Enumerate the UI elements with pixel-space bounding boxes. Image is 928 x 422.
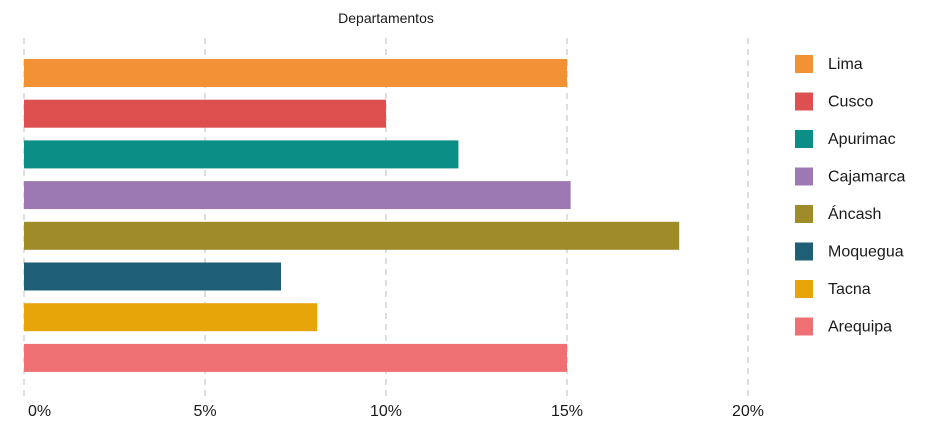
bars: [24, 59, 680, 372]
bar-cajamarca: [24, 181, 571, 210]
x-tick-label: 10%: [370, 403, 402, 420]
bar-tacna: [24, 303, 318, 332]
legend-label: Lima: [828, 56, 863, 73]
legend-swatch: [795, 242, 813, 261]
bar-arequipa: [24, 343, 567, 372]
legend-label: Moquegua: [828, 244, 904, 261]
legend-label: Cusco: [828, 94, 873, 111]
legend-label: Cajamarca: [828, 169, 905, 186]
legend-swatch: [795, 55, 813, 73]
bar-moquegua: [24, 262, 282, 291]
legend-swatch: [795, 167, 813, 186]
x-tick-label: 0%: [28, 403, 51, 420]
x-tick-label: 20%: [732, 403, 764, 420]
legend-swatch: [795, 205, 813, 223]
legend-label: Áncash: [828, 204, 881, 223]
legend-swatch: [795, 280, 813, 298]
legend-swatch: [795, 130, 813, 148]
x-tick-label: 15%: [551, 403, 583, 420]
chart-title: Departamentos: [338, 10, 434, 26]
legend: Lima Cusco Apurimac Cajamarca Áncash Moquegua…: [795, 55, 905, 336]
bar-áncash: [24, 221, 680, 250]
legend-label: Apurimac: [828, 131, 896, 148]
bar-lima: [24, 59, 567, 87]
legend-swatch: [795, 317, 813, 336]
x-axis-ticks: 0% 5% 10% 15% 20%: [28, 403, 764, 420]
grid-lines: [23, 38, 749, 398]
legend-swatch: [795, 92, 813, 111]
bar-apurimac: [24, 140, 459, 169]
legend-label: Arequipa: [828, 319, 892, 336]
legend-label: Tacna: [828, 281, 871, 298]
x-tick-label: 5%: [193, 403, 216, 420]
bar-cusco: [24, 99, 386, 128]
